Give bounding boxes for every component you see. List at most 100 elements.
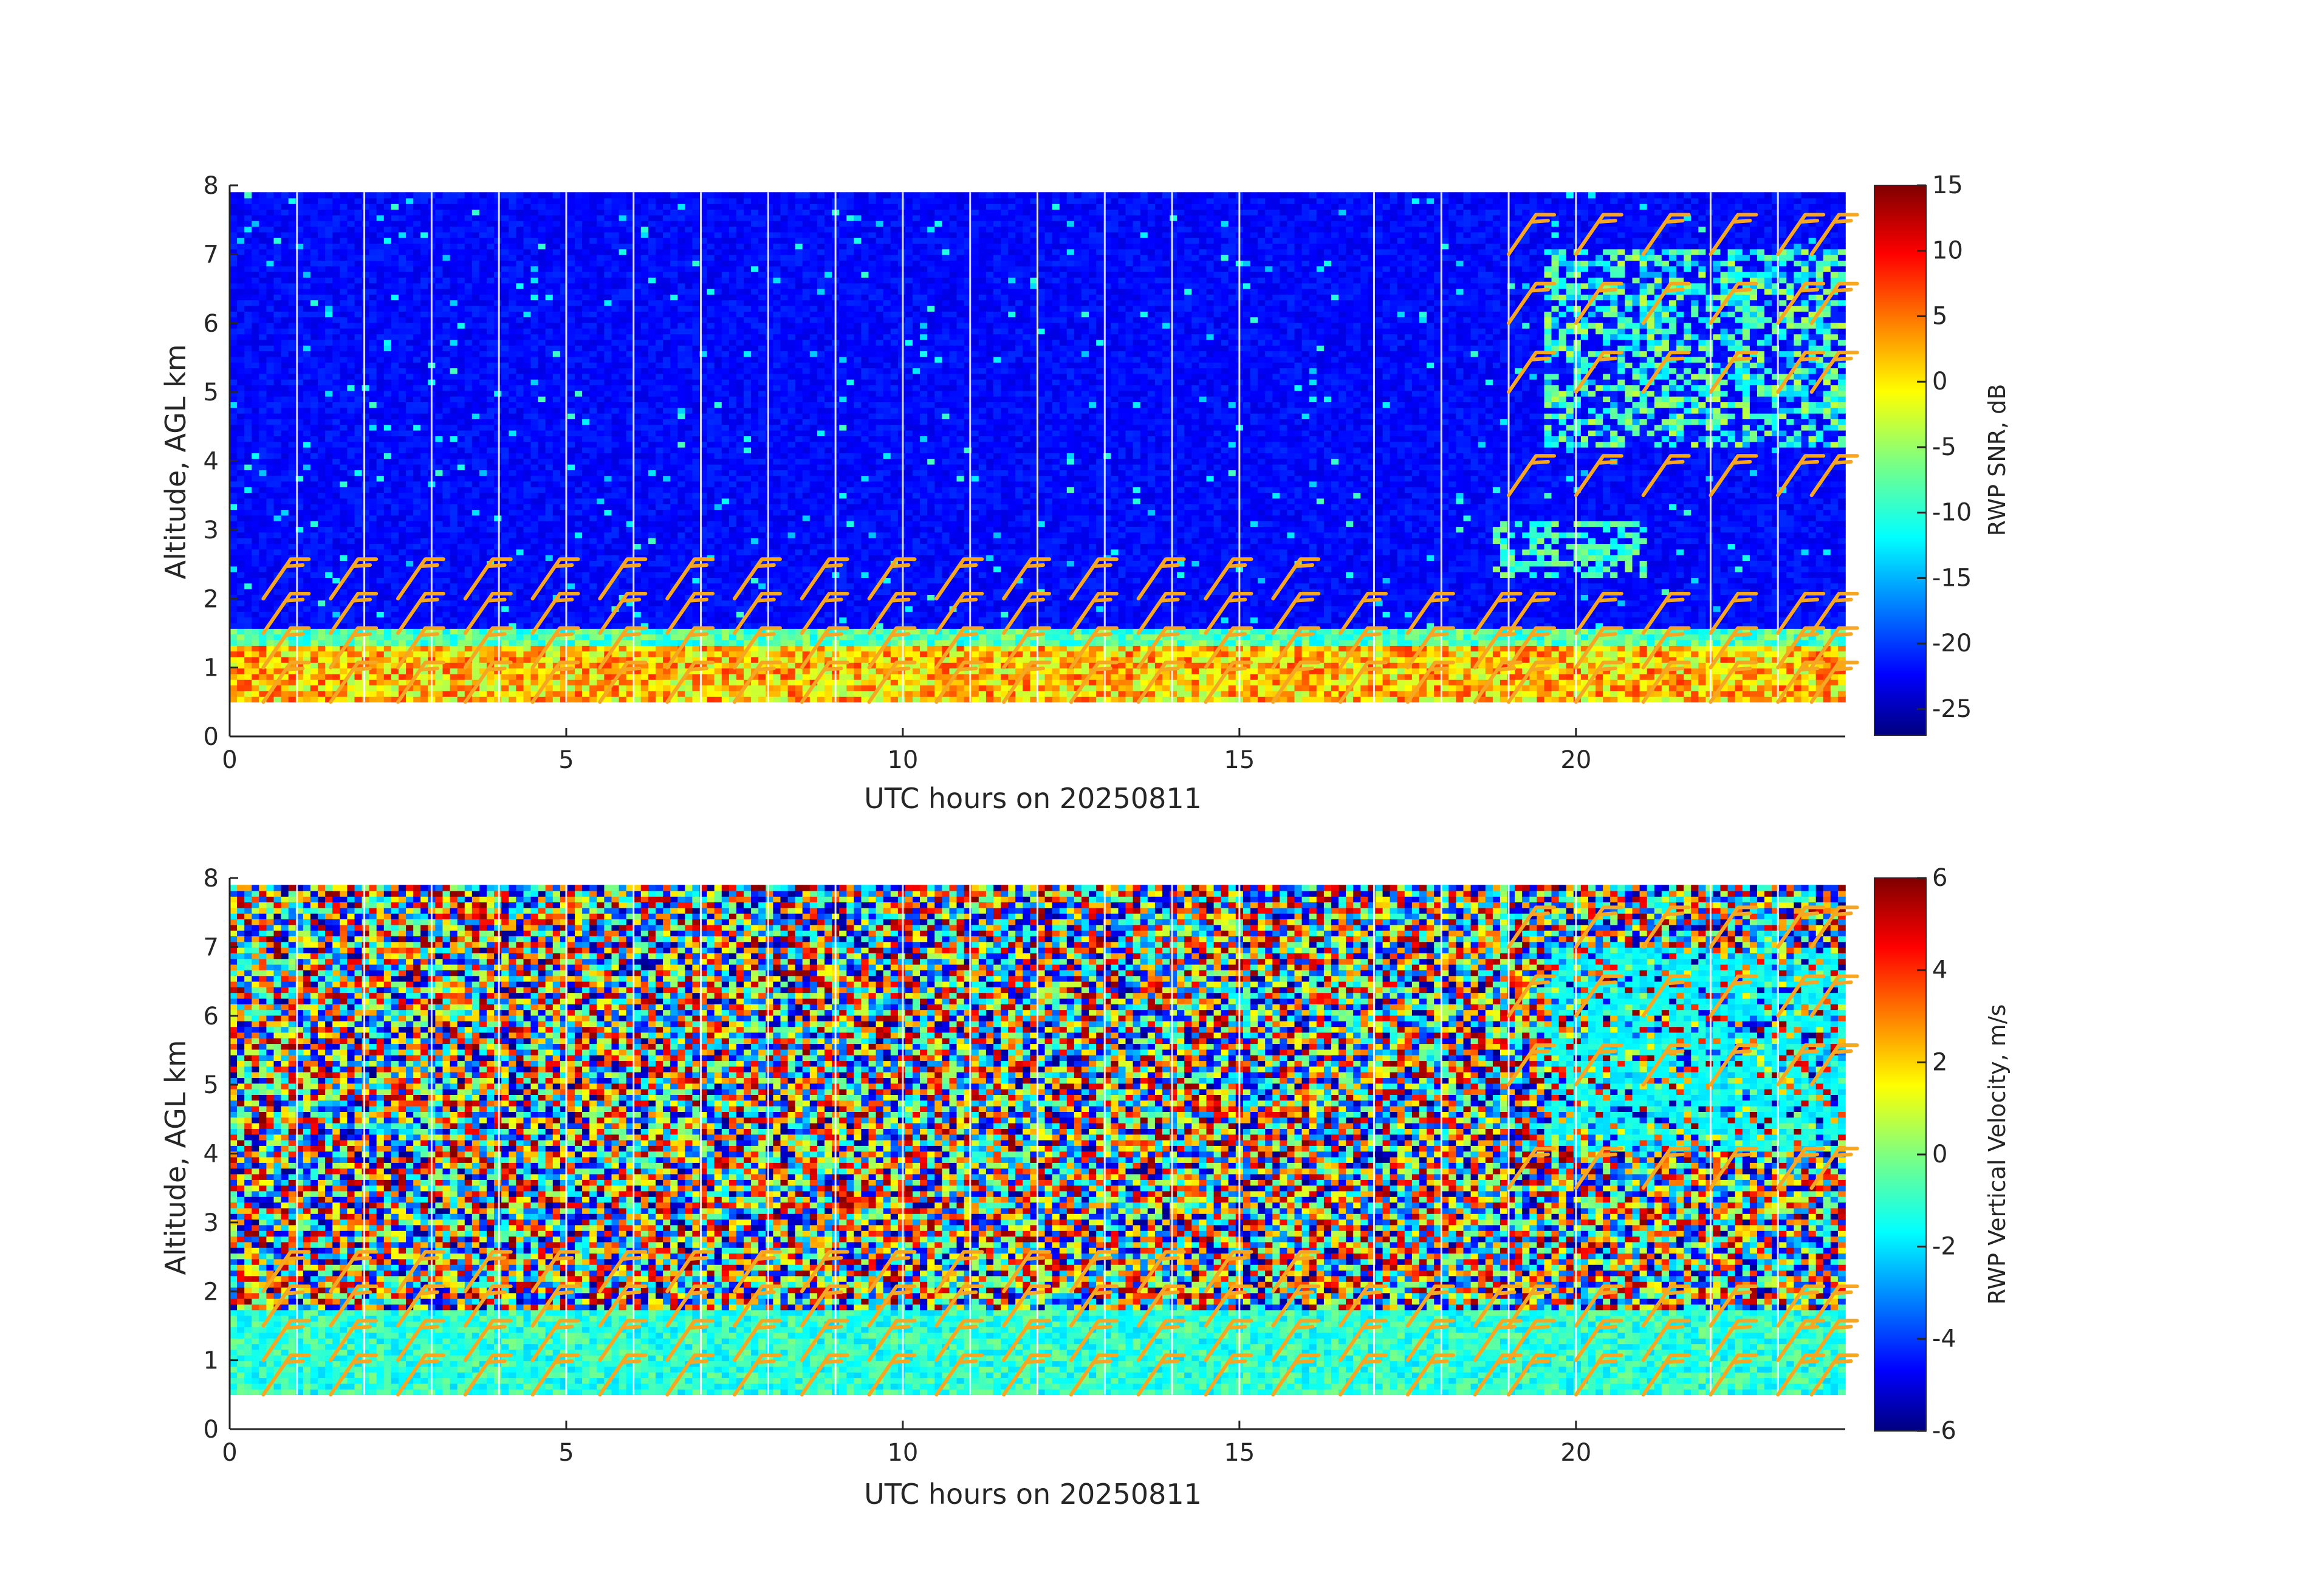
heatmap-cell	[318, 379, 326, 385]
heatmap-cell	[318, 436, 326, 442]
heatmap-cell	[230, 475, 238, 481]
heatmap-cell	[274, 266, 282, 272]
heatmap-cell	[384, 396, 392, 402]
heatmap-cell	[362, 209, 370, 215]
heatmap-cell	[325, 277, 333, 283]
heatmap-cell	[289, 340, 296, 346]
heatmap-cell	[399, 634, 406, 640]
heatmap-cell	[362, 232, 370, 238]
heatmap-cell	[391, 606, 399, 612]
heatmap-cell	[237, 504, 245, 510]
heatmap-cell	[281, 696, 289, 702]
heatmap-cell	[347, 192, 355, 198]
heatmap-cell	[362, 436, 370, 442]
heatmap-cell	[340, 204, 348, 210]
heatmap-cell	[399, 600, 406, 606]
heatmap-cell	[377, 289, 385, 295]
heatmap-cell	[325, 379, 333, 385]
heatmap-cell	[399, 379, 406, 385]
heatmap-cell	[332, 413, 340, 419]
heatmap-cell	[332, 549, 340, 555]
heatmap-cell	[369, 396, 377, 402]
heatmap-cell	[266, 272, 274, 278]
heatmap-cell	[413, 555, 421, 561]
heatmap-cell	[318, 300, 326, 306]
heatmap-cell	[266, 357, 274, 363]
heatmap-cell	[230, 243, 238, 249]
heatmap-cell	[266, 340, 274, 346]
heatmap-cell	[325, 408, 333, 414]
heatmap-cell	[406, 289, 414, 295]
heatmap-cell	[281, 362, 289, 368]
heatmap-cell	[252, 600, 259, 606]
heatmap-cell	[259, 368, 267, 374]
heatmap-cell	[244, 679, 252, 685]
heatmap-cell	[355, 317, 363, 323]
heatmap-cell	[259, 238, 267, 244]
heatmap-cell	[244, 515, 252, 521]
heatmap-cell	[377, 379, 385, 385]
heatmap-cell	[413, 221, 421, 227]
heatmap-cell	[332, 674, 340, 680]
heatmap-cell	[266, 679, 274, 685]
heatmap-cell	[266, 419, 274, 425]
heatmap-cell	[266, 368, 274, 374]
heatmap-cell	[362, 357, 370, 363]
heatmap-cell	[377, 464, 385, 470]
heatmap-cell	[399, 221, 406, 227]
heatmap-cell	[332, 470, 340, 476]
heatmap-cell	[369, 572, 377, 578]
heatmap-cell	[340, 306, 348, 312]
heatmap-cell	[399, 606, 406, 612]
heatmap-cell	[274, 419, 282, 425]
heatmap-cell	[230, 238, 238, 244]
heatmap-cell	[347, 589, 355, 595]
heatmap-cell	[384, 238, 392, 244]
heatmap-cell	[399, 475, 406, 481]
heatmap-cell	[332, 391, 340, 397]
heatmap-cell	[252, 204, 259, 210]
heatmap-cell	[384, 566, 392, 572]
heatmap-cell	[303, 549, 311, 555]
heatmap-cell	[377, 459, 385, 465]
heatmap-cell	[303, 362, 311, 368]
heatmap-cell	[340, 198, 348, 204]
heatmap-cell	[237, 657, 245, 663]
heatmap-cell	[259, 328, 267, 334]
heatmap-cell	[420, 492, 428, 498]
heatmap-cell	[362, 396, 370, 402]
heatmap-cell	[332, 430, 340, 436]
heatmap-cell	[399, 238, 406, 244]
heatmap-cell	[237, 317, 245, 323]
heatmap-cell	[237, 543, 245, 549]
heatmap-cell	[303, 385, 311, 391]
heatmap-cell	[237, 464, 245, 470]
heatmap-cell	[289, 300, 296, 306]
heatmap-cell	[230, 532, 238, 538]
heatmap-cell	[289, 685, 296, 691]
heatmap-cell	[340, 447, 348, 453]
heatmap-cell	[332, 357, 340, 363]
heatmap-cell	[340, 498, 348, 504]
heatmap-cell	[318, 526, 326, 532]
heatmap-cell	[362, 459, 370, 465]
heatmap-cell	[406, 504, 414, 510]
heatmap-cell	[289, 526, 296, 532]
heatmap-cell	[332, 419, 340, 425]
heatmap-cell	[325, 600, 333, 606]
heatmap-cell	[325, 255, 333, 261]
heatmap-cell	[281, 402, 289, 408]
heatmap-cell	[281, 277, 289, 283]
heatmap-cell	[420, 606, 428, 612]
heatmap-cell	[399, 385, 406, 391]
heatmap-cell	[369, 215, 377, 221]
heatmap-cell	[230, 266, 238, 272]
heatmap-cell	[332, 209, 340, 215]
heatmap-cell	[325, 192, 333, 198]
heatmap-cell	[413, 368, 421, 374]
heatmap-cell	[362, 294, 370, 300]
heatmap-cell	[289, 226, 296, 232]
heatmap-cell	[391, 192, 399, 198]
heatmap-cell	[244, 611, 252, 617]
heatmap-cell	[318, 221, 326, 227]
